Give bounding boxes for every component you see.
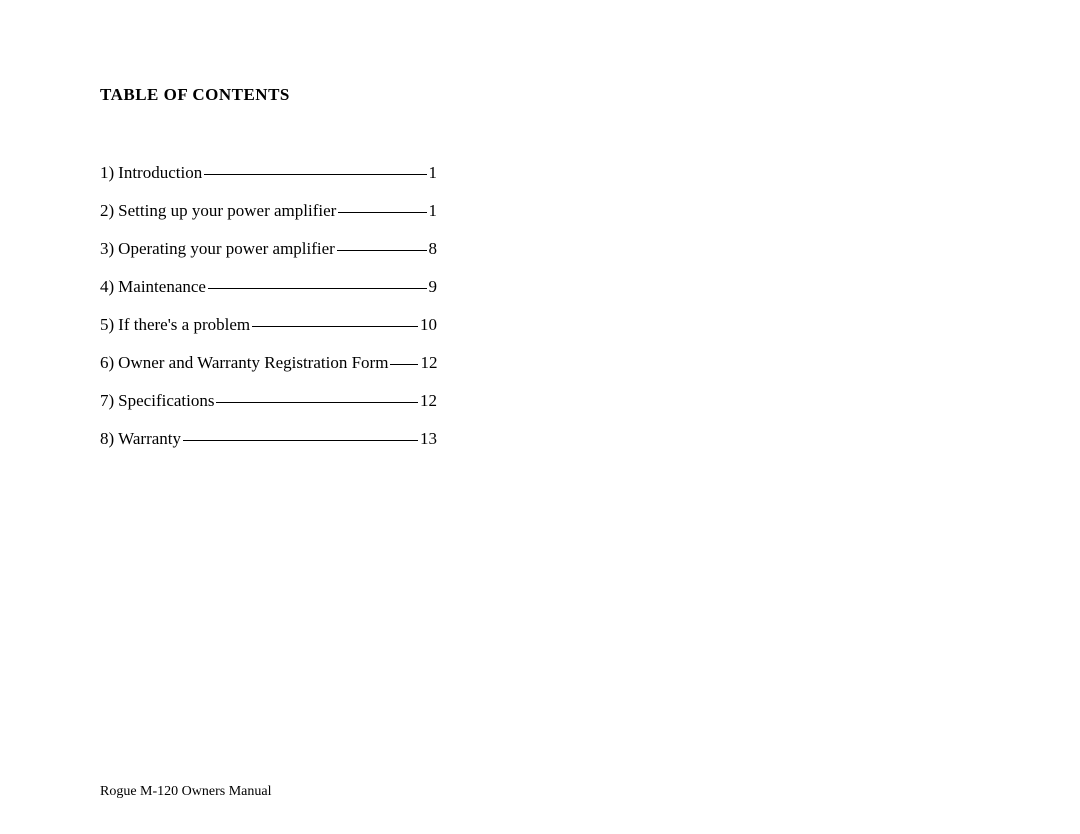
toc-leader-line <box>204 174 426 175</box>
toc-entry: 5) If there's a problem 10 <box>100 315 437 335</box>
toc-leader-line <box>216 402 418 403</box>
toc-entry: 6) Owner and Warranty Registration Form … <box>100 353 437 373</box>
toc-entry: 7) Specifications 12 <box>100 391 437 411</box>
toc-entry-number: 4) <box>100 277 114 297</box>
toc-entry: 3) Operating your power amplifier 8 <box>100 239 437 259</box>
toc-leader-line <box>208 288 427 289</box>
toc-entry-page: 12 <box>420 391 437 411</box>
toc-entry-number: 6) <box>100 353 114 373</box>
toc-entry-title: Warranty <box>118 429 181 449</box>
toc-entry-number: 3) <box>100 239 114 259</box>
toc-entry: 1) Introduction 1 <box>100 163 437 183</box>
toc-leader-line <box>183 440 418 441</box>
toc-leader-line <box>252 326 418 327</box>
toc-entry-page: 9 <box>429 277 438 297</box>
toc-entry-page: 12 <box>420 353 437 373</box>
toc-entry-number: 8) <box>100 429 114 449</box>
page-footer: Rogue M-120 Owners Manual <box>100 784 271 800</box>
toc-entry-page: 8 <box>429 239 438 259</box>
toc-entry-number: 1) <box>100 163 114 183</box>
toc-leader-line <box>390 364 418 365</box>
toc-entry-title: Specifications <box>118 391 214 411</box>
toc-entry-title: Setting up your power amplifier <box>118 201 336 221</box>
toc-entry-page: 1 <box>429 163 438 183</box>
toc-leader-line <box>338 212 426 213</box>
toc-entry-page: 10 <box>420 315 437 335</box>
toc-entry-title: Introduction <box>118 163 202 183</box>
toc-entry-title: If there's a problem <box>118 315 250 335</box>
toc-entry: 2) Setting up your power amplifier 1 <box>100 201 437 221</box>
toc-entry-page: 13 <box>420 429 437 449</box>
toc-entry-number: 5) <box>100 315 114 335</box>
toc-heading: TABLE OF CONTENTS <box>100 85 980 105</box>
toc-entry-title: Owner and Warranty Registration Form <box>118 353 388 373</box>
toc-entry-title: Maintenance <box>118 277 206 297</box>
toc-entry-title: Operating your power amplifier <box>118 239 335 259</box>
toc-list: 1) Introduction 1 2) Setting up your pow… <box>100 163 437 449</box>
toc-entry: 8) Warranty 13 <box>100 429 437 449</box>
toc-entry-page: 1 <box>429 201 438 221</box>
toc-entry-number: 7) <box>100 391 114 411</box>
toc-entry: 4) Maintenance 9 <box>100 277 437 297</box>
toc-entry-number: 2) <box>100 201 114 221</box>
toc-leader-line <box>337 250 427 251</box>
